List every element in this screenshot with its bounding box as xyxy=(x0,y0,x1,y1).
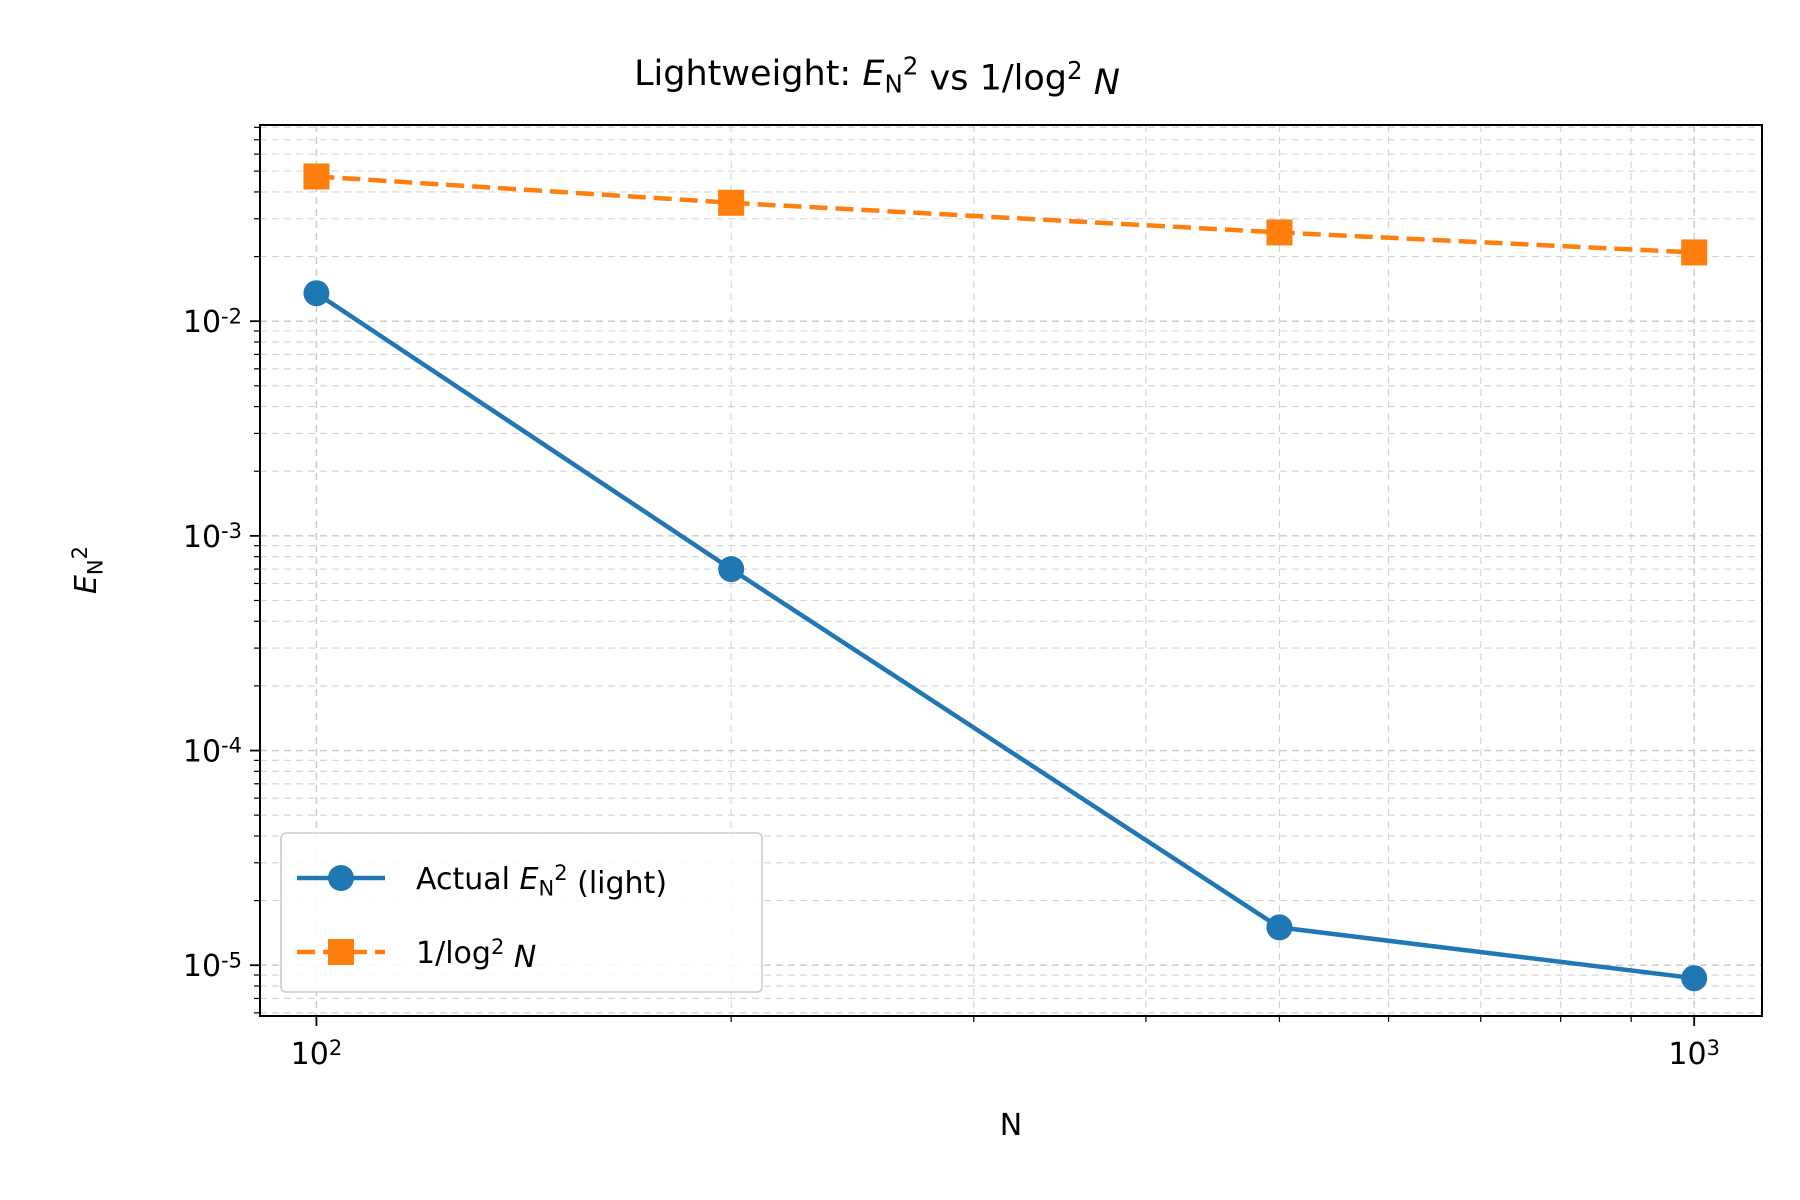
data-point-square xyxy=(1266,219,1293,246)
data-point-circle xyxy=(303,280,330,307)
series-2 xyxy=(303,163,1708,266)
data-point-square xyxy=(1681,239,1708,266)
y-tick-label: 10-2 xyxy=(183,304,242,340)
legend-label: 1/log2 N xyxy=(416,935,536,975)
y-tick-label: 10-5 xyxy=(183,948,242,984)
legend-entry: Actual EN2 (light) xyxy=(297,861,667,901)
y-tick-label: 10-4 xyxy=(183,734,242,770)
series-line xyxy=(315,291,1695,981)
plot-frame xyxy=(259,124,1763,1017)
x-axis-label: N xyxy=(1000,1108,1022,1143)
legend-label: Actual EN2 (light) xyxy=(416,861,667,901)
data-point-circle xyxy=(1266,914,1293,941)
y-axis-label: EN2 xyxy=(68,546,107,594)
legend-box xyxy=(280,832,763,993)
series-1 xyxy=(303,280,1708,992)
legend-entries: Actual EN2 (light) 1/log2 N xyxy=(297,861,667,975)
legend-marker-square xyxy=(328,939,354,965)
chart-title: Lightweight: EN2 vs 1/log2 N xyxy=(634,52,1120,103)
y-tick-label: 10-3 xyxy=(183,519,242,555)
data-point-square xyxy=(718,189,745,216)
legend-entry: 1/log2 N xyxy=(297,935,536,975)
ticks: 102 103 10-5 10-4 10-3 10-2 xyxy=(183,126,1720,1072)
data-point-circle xyxy=(718,556,745,583)
series-line xyxy=(316,174,1695,255)
data-point-circle xyxy=(1681,965,1708,992)
x-tick-label: 103 xyxy=(1668,1036,1720,1072)
legend: Actual EN2 (light) 1/log2 N xyxy=(280,832,763,993)
x-tick-label: 102 xyxy=(291,1036,343,1072)
legend-marker-circle xyxy=(328,865,354,891)
data-point-square xyxy=(303,163,330,190)
series-layer xyxy=(303,163,1708,992)
